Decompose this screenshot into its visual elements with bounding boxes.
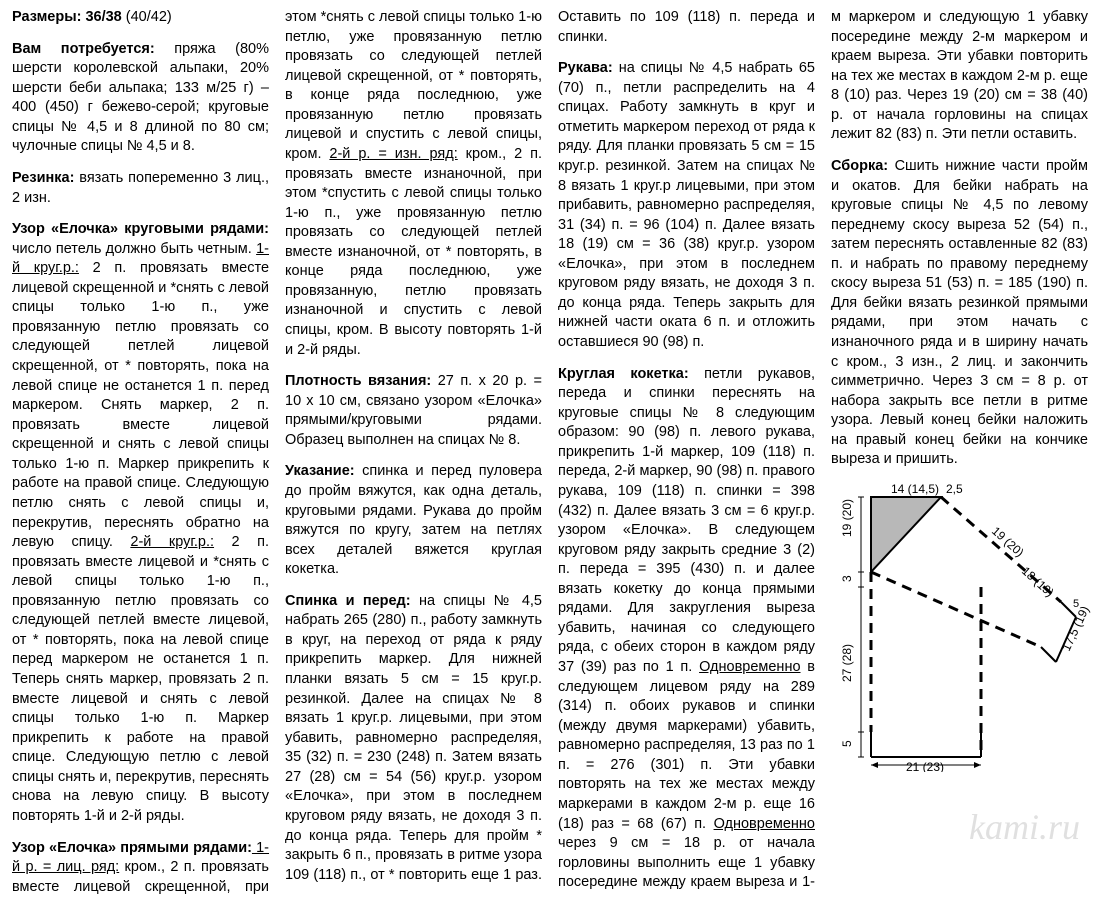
assembly-text: Сшить нижние части пройм и окатов. Для б… <box>831 158 1088 467</box>
watermark: kami.ru <box>969 803 1080 852</box>
dim-top-mid: 2,5 <box>946 482 963 496</box>
section-gauge: Плотность вязания: 27 п. х 20 р. = 10 х … <box>285 372 542 450</box>
dim-lh4: 5 <box>840 740 854 747</box>
materials-text: пряжа (80% шерсти королевской альпаки, 2… <box>12 41 269 155</box>
backfront-label: Спинка и перед: <box>285 593 411 609</box>
dim-lh3: 27 (28) <box>840 644 854 682</box>
yoke-t1: петли рукавов, переда и спинки переснять… <box>558 366 815 675</box>
yoke-u1: Одновременно <box>699 659 800 675</box>
herringbone-round-t2: 2 п. провязать вместе лицевой скрещенной… <box>12 260 269 550</box>
section-materials: Вам потребуется: пряжа (80% шерсти корол… <box>12 40 269 157</box>
herringbone-flat-u2: 2-й р. = изн. ряд: <box>329 146 457 162</box>
section-herringbone-round: Узор «Елочка» круговыми рядами: число пе… <box>12 220 269 826</box>
materials-label: Вам потребуется: <box>12 41 155 57</box>
schematic-diagram: 14 (14,5) 2,5 19 (20) 18 (19) 5 17,5 (19… <box>831 482 1088 779</box>
rib-label: Резинка: <box>12 170 74 186</box>
yoke-u2: Одновременно <box>714 816 815 832</box>
schematic-svg: 14 (14,5) 2,5 19 (20) 18 (19) 5 17,5 (19… <box>831 482 1091 772</box>
dim-top-left: 14 (14,5) <box>891 482 939 496</box>
sizes-alt: (40/42) <box>122 9 172 25</box>
section-rib: Резинка: вязать попеременно 3 лиц., 2 из… <box>12 169 269 208</box>
note-text: спинка и перед пуловера до пройм вяжутся… <box>285 463 542 577</box>
sizes-label: Размеры: 36/38 <box>12 9 122 25</box>
article-columns: Размеры: 36/38 (40/42) Вам потребуется: … <box>12 8 1088 898</box>
herringbone-flat-label: Узор «Елочка» прямыми рядами: <box>12 840 252 856</box>
herringbone-flat-t2: кром., 2 п. провязать вместе изнаночной,… <box>285 146 542 358</box>
yoke-label: Круглая кокетка: <box>558 366 689 382</box>
sleeves-text: на спицы № 4,5 набрать 65 (70) п., петли… <box>558 60 815 350</box>
herringbone-round-u2: 2-й круг.р.: <box>130 534 214 550</box>
yoke-t2: в следующем лицевом ряду на 289 (314) п.… <box>558 659 815 832</box>
dim-lh2: 3 <box>840 575 854 582</box>
dim-right-side: 17,5 (19) <box>1059 604 1091 653</box>
herringbone-round-label: Узор «Елочка» круговыми рядами: <box>12 221 269 237</box>
herringbone-round-t3: 2 п. провязать вместе лицевой и *снять с… <box>12 534 269 824</box>
dim-ur2: 18 (19) <box>1019 564 1057 600</box>
section-assembly: Сборка: Сшить нижние части пройм и окато… <box>831 157 1088 470</box>
section-sizes: Размеры: 36/38 (40/42) <box>12 8 269 28</box>
dim-lh1: 19 (20) <box>840 499 854 537</box>
sleeves-label: Рукава: <box>558 60 613 76</box>
section-note: Указание: спинка и перед пуловера до про… <box>285 462 542 579</box>
note-label: Указание: <box>285 463 355 479</box>
assembly-label: Сборка: <box>831 158 888 174</box>
dim-bottom: 21 (23) <box>906 760 944 772</box>
gauge-label: Плотность вязания: <box>285 373 431 389</box>
section-sleeves: Рукава: на спицы № 4,5 набрать 65 (70) п… <box>558 59 815 352</box>
herringbone-round-t1: число петель должно быть четным. <box>12 241 256 257</box>
